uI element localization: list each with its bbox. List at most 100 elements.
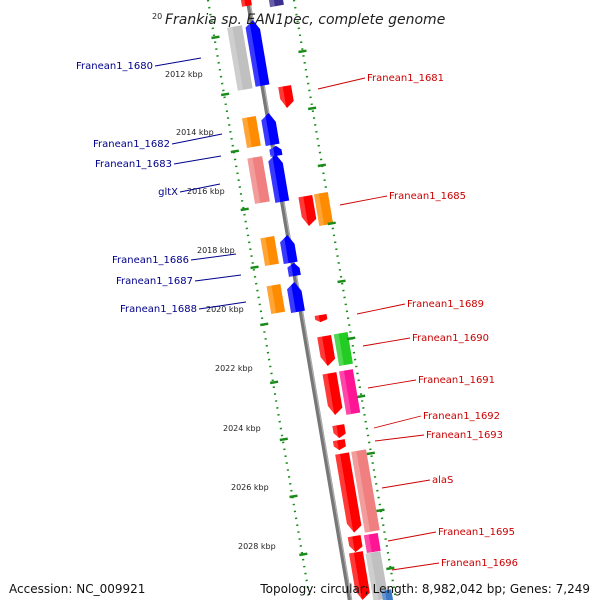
leader-franean1-1692 [373, 415, 422, 429]
label-leader-lines [154, 57, 440, 571]
gene-label-franean1-1685: Franean1_1685 [389, 191, 466, 202]
tick-mark-right [317, 163, 327, 168]
gene-label-franean1-1690: Franean1_1690 [412, 333, 489, 344]
tick-label-2018-kbp: 2018 kbp [197, 246, 235, 255]
tick-mark-right [376, 508, 385, 513]
leader-franean1-1695 [387, 531, 437, 542]
gene-label-franean1-1687: Franean1_1687 [116, 276, 193, 287]
tick-mark-right [337, 279, 346, 284]
feat-blue-1686 [279, 234, 298, 264]
leader-franean1-1689 [356, 303, 406, 315]
feat-salmon-1 [247, 156, 270, 204]
leader-franean1-1696 [391, 562, 440, 571]
gene-label-franean1-1693: Franean1_1693 [426, 430, 503, 441]
feat-red-1689 [314, 314, 328, 323]
leader-gltx [179, 183, 221, 193]
feat-red-1685 [298, 195, 317, 227]
tick-mark-left [220, 92, 230, 97]
feat-red-1696 [348, 551, 370, 600]
tick-label-2014-kbp: 2014 kbp [176, 128, 214, 137]
feat-blue-small-1 [268, 145, 283, 157]
topology-text: Topology: circular; Length: 8,982,042 bp… [260, 582, 590, 596]
leader-franean1-1685 [339, 195, 388, 206]
feat-magenta-1695 [363, 532, 381, 554]
gene-label-franean1-1692: Franean1_1692 [423, 411, 500, 422]
leader-franean1-1680 [154, 57, 202, 67]
tick-mark-left [299, 552, 308, 557]
feat-red-1695 [347, 535, 363, 553]
tick-mark-right [298, 49, 307, 54]
tick-mark-left [260, 322, 269, 327]
leader-franean1-1681 [317, 77, 366, 90]
leader-franean1-1687 [194, 274, 242, 282]
tick-mark-right [366, 451, 376, 456]
tick-label-2026-kbp: 2026 kbp [231, 483, 269, 492]
feat-magenta-1691 [339, 369, 361, 415]
feat-orange-1685 [313, 192, 334, 226]
gene-label-franean1-1681: Franean1_1681 [367, 73, 444, 84]
tick-mark-left [211, 35, 220, 40]
gene-label-franean1-1680: Franean1_1680 [76, 61, 153, 72]
gene-label-franean1-1689: Franean1_1689 [407, 299, 484, 310]
gene-label-franean1-1691: Franean1_1691 [418, 375, 495, 386]
kbp-ticks: 2012 kbp 2014 kbp 2016 kbp 2018 kbp 2020 kbp… [165, 35, 395, 571]
tick-mark-right [347, 336, 356, 341]
gene-features [227, 0, 395, 600]
feat-blue-bottom [381, 589, 395, 600]
tick-label-2020-kbp: 2020 kbp [206, 305, 244, 314]
feat-red-1681 [278, 85, 294, 109]
tick-mark-right [307, 106, 317, 111]
map-title: Frankia sp. EAN1pec, complete genome [165, 12, 445, 28]
leader-franean1-1690 [362, 337, 411, 347]
tick-mark-left [240, 207, 249, 212]
tick-label-2024-kbp: 2024 kbp [223, 424, 261, 433]
title-prefix: 20 [152, 12, 162, 21]
gene-label-alas: alaS [432, 475, 453, 486]
feat-blue-1683 [267, 154, 290, 203]
tick-mark-left [279, 437, 289, 442]
tick-mark-left [230, 149, 240, 154]
tick-mark-left [250, 265, 259, 270]
feat-red-1690 [317, 335, 336, 367]
tick-mark-left [289, 494, 298, 499]
feat-blue-1688 [286, 281, 305, 313]
tick-mark-left [269, 380, 279, 385]
leader-franean1-1686 [190, 253, 237, 261]
feat-top-purple [267, 0, 284, 8]
feat-blue-small-2 [286, 262, 301, 277]
tick-mark-right [327, 221, 336, 226]
feat-blue-1680 [244, 20, 270, 87]
gene-label-franean1-1683: Franean1_1683 [95, 159, 172, 170]
tick-label-2016-kbp: 2016 kbp [187, 187, 225, 196]
leader-franean1-1682 [171, 133, 223, 145]
feat-top-red [239, 0, 252, 7]
feat-blue-1682 [260, 112, 280, 146]
tick-mark-right [356, 394, 366, 399]
feat-red-1692 [332, 424, 346, 439]
tick-label-2012-kbp: 2012 kbp [165, 70, 203, 79]
leader-franean1-1688 [198, 301, 247, 310]
gene-label-franean1-1688: Franean1_1688 [120, 304, 197, 315]
leader-franean1-1691 [367, 379, 417, 389]
tick-label-2028-kbp: 2028 kbp [238, 542, 276, 551]
leader-franean1-1683 [173, 155, 222, 165]
accession-text: Accession: NC_009921 [9, 582, 146, 596]
feat-red-alas [335, 452, 362, 534]
feat-gray-1696 [365, 551, 389, 600]
gene-label-gltx: gltX [158, 187, 178, 198]
leader-franean1-1693 [374, 434, 425, 442]
gene-label-franean1-1695: Franean1_1695 [438, 527, 515, 538]
gene-label-franean1-1696: Franean1_1696 [441, 558, 518, 569]
feat-gray-1 [227, 25, 253, 91]
leader-alas [381, 479, 431, 489]
feat-green-1690 [333, 332, 353, 366]
tick-label-2022-kbp: 2022 kbp [215, 364, 253, 373]
feat-salmon-alas [351, 449, 380, 533]
tick-mark-right [386, 566, 395, 571]
gene-label-franean1-1686: Franean1_1686 [112, 255, 189, 266]
feat-red-1693 [332, 439, 346, 451]
gene-labels: Franean1_1680 Franean1_1682 Franean1_1683g… [76, 61, 518, 569]
feat-orange-3 [266, 284, 286, 314]
gene-label-franean1-1682: Franean1_1682 [93, 139, 170, 150]
